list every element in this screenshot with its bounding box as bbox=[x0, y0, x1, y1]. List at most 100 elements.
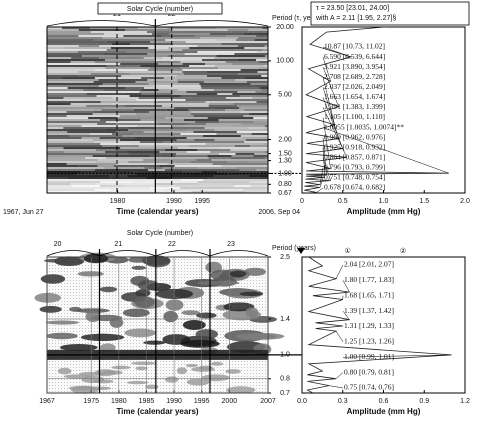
heatmap-cell bbox=[62, 77, 95, 79]
heatmap-cell bbox=[47, 137, 82, 139]
heatmap-cell bbox=[196, 159, 212, 161]
heatmap-cell bbox=[237, 59, 257, 61]
heatmap-cell bbox=[188, 109, 226, 111]
y-tick-label: 0.67 bbox=[278, 190, 292, 197]
heatmap-cell bbox=[90, 73, 130, 75]
heatmap-cell bbox=[152, 81, 178, 83]
heatmap-cell bbox=[78, 29, 126, 31]
heatmap-cell bbox=[167, 27, 217, 29]
heatmap-cell bbox=[195, 121, 220, 123]
heatmap-cell bbox=[167, 115, 194, 117]
heatmap-cell bbox=[186, 137, 243, 139]
heatmap-cell bbox=[47, 179, 96, 181]
heatmap-cell bbox=[196, 93, 218, 95]
heatmap-cell bbox=[231, 31, 254, 33]
heatmap-cell bbox=[172, 93, 197, 95]
heatmap-cell bbox=[236, 49, 263, 51]
heatmap-cell bbox=[120, 61, 181, 63]
heatmap-cell bbox=[227, 29, 249, 31]
heatmap-cell bbox=[185, 99, 232, 101]
heatmap-cell bbox=[158, 63, 183, 65]
heatmap-blob bbox=[131, 265, 147, 270]
heatmap-cell bbox=[212, 163, 266, 165]
y-tick-label: 2.5 bbox=[280, 254, 290, 261]
heatmap-cell bbox=[249, 113, 268, 115]
peak-leader bbox=[319, 177, 324, 188]
heatmap-cell bbox=[262, 49, 268, 51]
heatmap-cell bbox=[141, 89, 159, 91]
heatmap-cell bbox=[47, 101, 101, 103]
heatmap-cell bbox=[231, 125, 265, 127]
heatmap-cell bbox=[64, 149, 96, 151]
heatmap-cell bbox=[141, 93, 173, 95]
heatmap-cell bbox=[104, 89, 142, 91]
heatmap-cell bbox=[261, 89, 268, 91]
heatmap-cell bbox=[92, 113, 136, 115]
heatmap-cell bbox=[174, 107, 215, 109]
heatmap-blob bbox=[57, 367, 72, 375]
x-axis-label: Amplitude (mm Hg) bbox=[347, 207, 421, 216]
heatmap-blob bbox=[126, 380, 149, 385]
heatmap-cell bbox=[193, 131, 237, 133]
heatmap-cell bbox=[198, 183, 232, 185]
peak-label: 3.921 [3.890, 3.954] bbox=[324, 62, 385, 71]
heatmap-cell bbox=[140, 119, 184, 121]
heatmap-cell bbox=[172, 43, 222, 45]
heatmap-cell bbox=[97, 165, 114, 167]
heatmap-cell bbox=[231, 99, 268, 101]
heatmap-cell bbox=[179, 143, 206, 145]
heatmap-cell bbox=[151, 157, 209, 159]
heatmap-cell bbox=[180, 133, 217, 135]
cycle-number: 20 bbox=[54, 241, 62, 248]
heatmap-cell bbox=[235, 79, 268, 81]
heatmap-cell bbox=[168, 47, 190, 49]
heatmap-cell bbox=[47, 77, 63, 79]
solar-cycle-curve bbox=[46, 20, 269, 27]
heatmap-blob bbox=[182, 319, 206, 330]
heatmap-cell bbox=[182, 63, 206, 65]
peak-label: 0.678 [0.674, 0.682] bbox=[324, 183, 385, 192]
heatmap-cell bbox=[263, 127, 268, 129]
heatmap-cell bbox=[110, 177, 146, 179]
x-tick-label: 1990 bbox=[166, 398, 182, 405]
heatmap-cell bbox=[249, 161, 268, 163]
heatmap-cell bbox=[47, 165, 79, 167]
heatmap-blob bbox=[122, 308, 150, 318]
heatmap-cell bbox=[256, 59, 268, 61]
heatmap-cell bbox=[244, 77, 268, 79]
heatmap-cell bbox=[182, 49, 237, 51]
cycle-number: 23 bbox=[227, 241, 235, 248]
heatmap-cell bbox=[150, 67, 181, 69]
heatmap-cell bbox=[81, 125, 137, 127]
heatmap-cell bbox=[47, 181, 101, 183]
heatmap-cell bbox=[141, 77, 164, 79]
heatmap-blob bbox=[210, 269, 235, 281]
heatmap-cell bbox=[251, 133, 268, 135]
heatmap-cell bbox=[265, 55, 268, 57]
heatmap-cell bbox=[95, 183, 155, 185]
heatmap-cell bbox=[47, 191, 93, 193]
heatmap-cell bbox=[216, 133, 252, 135]
heatmap-cell bbox=[158, 89, 178, 91]
heatmap-cell bbox=[120, 147, 179, 149]
x-tick-label: 0.3 bbox=[338, 398, 348, 405]
heatmap-cell bbox=[133, 107, 175, 109]
y-tick-label: 2.00 bbox=[278, 136, 292, 143]
heatmap-cell bbox=[47, 149, 65, 151]
peak-leader bbox=[319, 167, 324, 185]
heatmap-cell bbox=[105, 157, 152, 159]
heatmap-cell bbox=[134, 133, 181, 135]
heatmap-cell bbox=[203, 135, 241, 137]
heatmap-cell bbox=[47, 57, 72, 59]
heatmap-blob bbox=[111, 365, 131, 370]
heatmap-cell bbox=[162, 167, 199, 169]
heatmap-cell bbox=[66, 111, 94, 113]
spectrum-line bbox=[304, 27, 449, 193]
heatmap-cell bbox=[233, 103, 268, 105]
heatmap-cell bbox=[205, 63, 233, 65]
heatmap-cell bbox=[72, 185, 101, 187]
x-tick-label: 0 bbox=[300, 198, 304, 205]
heatmap-cell bbox=[92, 191, 140, 193]
heatmap-cell bbox=[114, 45, 158, 47]
heatmap-blob bbox=[134, 296, 155, 308]
